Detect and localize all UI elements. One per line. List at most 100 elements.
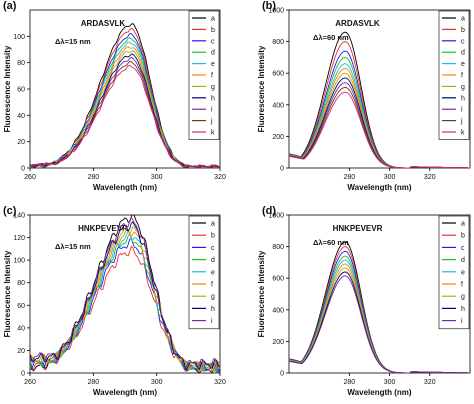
plot-frame [288, 214, 471, 374]
chart-title: ARDASVLK [335, 19, 380, 28]
panel-label: (c) [3, 205, 17, 217]
chart-title: HNKPEVEVR [333, 224, 383, 233]
x-tick-label: 320 [424, 379, 436, 386]
x-axis-label: Wavelength (nm) [347, 388, 411, 397]
y-tick-label: 0 [21, 371, 25, 378]
y-tick-label: 600 [272, 71, 284, 78]
y-tick-label: 60 [17, 303, 25, 310]
legend-label-a: a [461, 221, 465, 228]
chart-panel-2: (b) ARDASVLK Δλ=60 nm 280 300 320 0 200 400 600 80… [257, 0, 471, 192]
x-tick-label: 280 [87, 379, 99, 386]
x-tick-label: 300 [151, 379, 163, 386]
y-tick-label: 1000 [268, 8, 284, 15]
legend-label-c: c [211, 245, 215, 252]
y-tick-label: 120 [13, 235, 25, 242]
chart-title: HNKPEVEVR [78, 224, 128, 233]
y-axis-label: Fluorescence Intensity [257, 250, 266, 337]
series-lines [289, 31, 470, 168]
legend-label-h: h [461, 95, 465, 102]
series-lines [30, 23, 220, 168]
y-tick-label: 600 [272, 276, 284, 283]
x-tick-label: 320 [424, 174, 436, 181]
legend-label-f: f [461, 282, 463, 289]
legend-label-f: f [211, 282, 213, 289]
delta-lambda-annotation: Δλ=15 nm [55, 37, 91, 46]
legend-label-g: g [461, 84, 465, 91]
legend-label-i: i [461, 318, 463, 325]
legend-label-i: i [211, 107, 213, 114]
legend-label-g: g [211, 294, 215, 301]
y-tick-label: 0 [280, 166, 284, 173]
y-tick-label: 20 [17, 139, 25, 146]
series-line-k [30, 64, 220, 168]
legend-label-k: k [211, 130, 215, 137]
legend-label-d: d [461, 50, 465, 57]
legend-label-c: c [461, 245, 465, 252]
legend-label-e: e [211, 269, 215, 276]
legend-label-d: d [211, 50, 215, 57]
y-tick-label: 80 [17, 60, 25, 67]
legend-label-a: a [211, 221, 215, 228]
plot-frame [288, 9, 471, 169]
legend-label-f: f [211, 73, 213, 80]
legend-label-b: b [211, 233, 215, 240]
chart-panel-1: (a) ARDASVLK Δλ=15 nm 260 280 300 320 0 20 40 60 80… [3, 0, 226, 192]
x-tick-label: 280 [343, 379, 355, 386]
y-axis-label: Fluorescence Intensity [3, 250, 12, 337]
legend-label-e: e [461, 269, 465, 276]
legend-label-e: e [211, 61, 215, 68]
panel-label: (b) [262, 0, 276, 12]
legend-label-j: j [210, 118, 213, 125]
y-tick-label: 40 [17, 113, 25, 120]
x-axis-label: Wavelength (nm) [93, 388, 157, 397]
y-tick-label: 100 [13, 34, 25, 41]
delta-lambda-annotation: Δλ=15 nm [55, 242, 91, 251]
x-tick-label: 280 [343, 174, 355, 181]
x-tick-label: 300 [151, 174, 163, 181]
legend-label-i: i [211, 318, 213, 325]
delta-lambda-annotation: Δλ=60 nm [313, 238, 349, 247]
plot-frame [29, 214, 221, 374]
legend-label-j: j [460, 118, 463, 125]
legend-label-c: c [211, 38, 215, 45]
x-axis-label: Wavelength (nm) [93, 183, 157, 192]
legend-label-g: g [211, 84, 215, 91]
legend-label-c: c [461, 38, 465, 45]
legend-label-h: h [211, 95, 215, 102]
x-tick-label: 260 [24, 174, 36, 181]
y-tick-label: 800 [272, 244, 284, 251]
legend-label-b: b [461, 233, 465, 240]
legend-label-b: b [211, 27, 215, 34]
y-tick-label: 400 [272, 307, 284, 314]
y-tick-label: 0 [21, 166, 25, 173]
y-tick-label: 100 [13, 258, 25, 265]
legend-label-g: g [461, 294, 465, 301]
panel-label: (d) [262, 205, 276, 217]
legend-label-h: h [211, 306, 215, 313]
series-line-i [30, 216, 220, 370]
x-tick-label: 320 [214, 174, 226, 181]
legend-label-a: a [211, 16, 215, 23]
y-tick-label: 40 [17, 325, 25, 332]
x-tick-label: 300 [384, 379, 396, 386]
chart-panel-3: (c) HNKPEVEVR Δλ=15 nm 260 280 300 320 0 20 40 60 8… [3, 205, 226, 397]
legend-label-i: i [461, 107, 463, 114]
delta-lambda-annotation: Δλ=60 nm [313, 33, 349, 42]
y-tick-label: 140 [13, 213, 25, 220]
y-tick-label: 60 [17, 87, 25, 94]
x-tick-label: 320 [214, 379, 226, 386]
legend-label-a: a [461, 16, 465, 23]
series-line-g [30, 226, 220, 371]
legend-label-k: k [461, 130, 465, 137]
series-lines [289, 241, 470, 373]
legend-label-d: d [461, 257, 465, 264]
y-tick-label: 80 [17, 280, 25, 287]
y-tick-label: 20 [17, 348, 25, 355]
chart-title: ARDASVLK [81, 19, 126, 28]
y-tick-label: 400 [272, 102, 284, 109]
legend-label-d: d [211, 257, 215, 264]
chart-panel-4: (d) HNKPEVEVR Δλ=60 nm 280 300 320 0 200 400 600 8… [257, 205, 471, 397]
y-tick-label: 0 [280, 371, 284, 378]
x-axis-label: Wavelength (nm) [347, 183, 411, 192]
